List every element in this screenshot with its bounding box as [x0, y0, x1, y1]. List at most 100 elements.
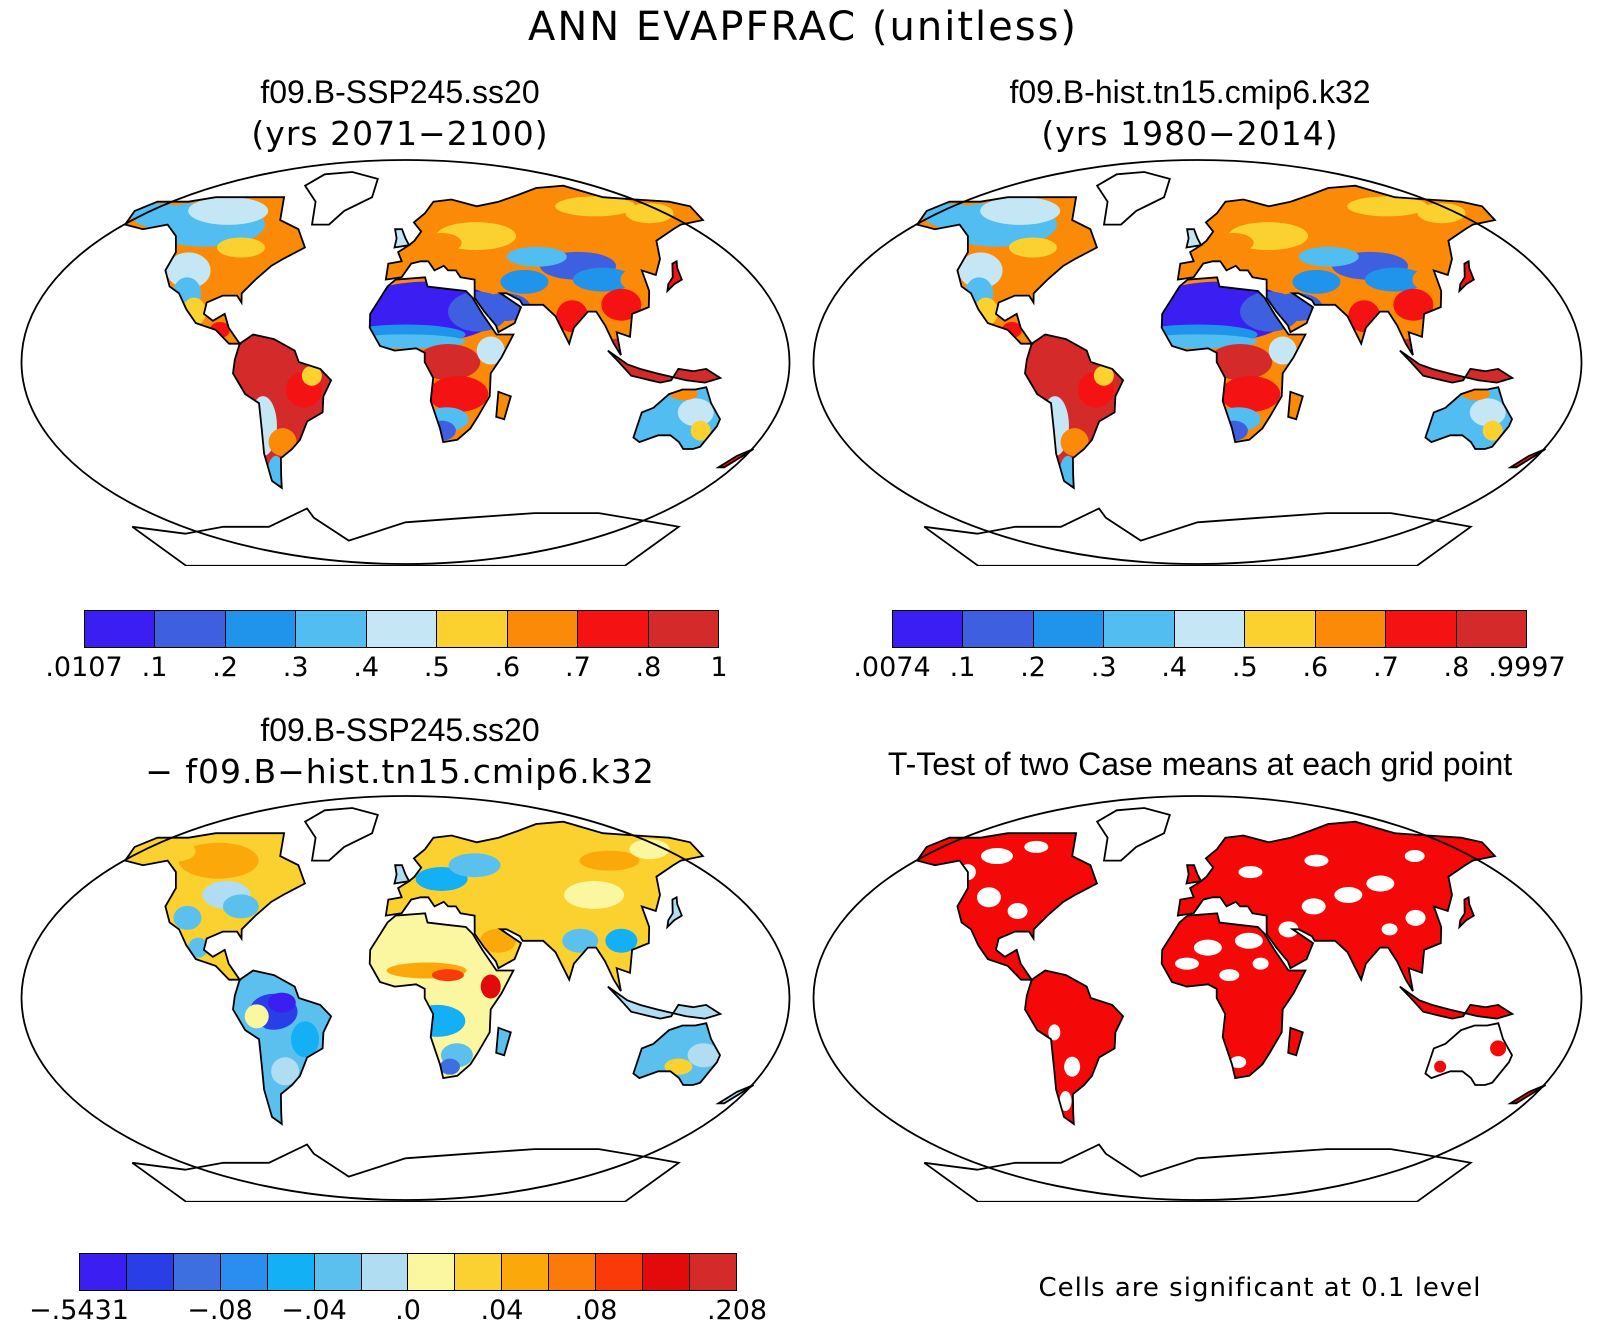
coastline-antarctica: [131, 1143, 681, 1202]
coastline-madagascar: [1287, 1026, 1304, 1057]
colorbar-swatch: [366, 611, 438, 647]
map-case2: [812, 159, 1583, 566]
field-patch: [1064, 1056, 1081, 1077]
field-patch: [421, 232, 462, 253]
colorbar-swatch: [893, 611, 964, 647]
ttest-significance-note: Cells are significant at 0.1 level: [1038, 1273, 1482, 1303]
map-frame: [20, 159, 791, 565]
coastline-new-zealand: [715, 448, 755, 469]
colorbar-tick-label: .5: [423, 652, 450, 683]
field-patch: [980, 848, 1013, 865]
coastline-new-zealand: [715, 1084, 755, 1105]
coastline-australia: [1424, 386, 1514, 450]
field-patch: [1219, 969, 1240, 982]
colorbar-swatch: [689, 1254, 736, 1290]
field-patch: [555, 196, 636, 217]
coastline-north-america: [123, 196, 307, 345]
colorbar-tick-label: .1: [141, 652, 168, 683]
coastline-north-america: [123, 832, 307, 981]
field-patch: [188, 937, 209, 958]
coastline-australia: [632, 1022, 722, 1086]
field-patch: [188, 196, 269, 225]
land-eurasia: [1177, 821, 1495, 992]
coastline-greenland: [303, 807, 379, 862]
coastline-africa: [368, 276, 515, 444]
colorbar-swatch: [1245, 611, 1316, 647]
field-patch: [1320, 215, 1421, 244]
map-frame: [20, 795, 791, 1201]
field-patch: [480, 928, 517, 953]
coastline-australia: [1424, 1022, 1514, 1086]
field-patch: [291, 1021, 320, 1058]
field-overlay: [959, 840, 1507, 1112]
colorbar-tick-label: .3: [1090, 652, 1117, 683]
field-patch: [677, 398, 714, 427]
land-greenland: [305, 808, 378, 861]
coastline-greenland: [1095, 807, 1171, 862]
colorbar-swatch: [1456, 611, 1526, 647]
coastline-africa: [1160, 912, 1307, 1080]
field-patch: [1438, 1041, 1491, 1070]
coastline-indonesia: [1399, 349, 1515, 384]
colorbar-tick-label: .7: [1372, 652, 1399, 683]
colorbar-swatch: [155, 611, 226, 647]
field-patch: [980, 196, 1061, 225]
panel-diff-subtitle: − f09.B−hist.tn15.cmip6.k32: [145, 752, 655, 791]
field-patch: [439, 1058, 460, 1075]
field-overlay: [155, 839, 720, 1086]
colorbar-swatch: [507, 611, 579, 647]
field-patch: [166, 252, 211, 289]
map-ttest: [812, 795, 1583, 1202]
land-indonesia: [1399, 350, 1513, 383]
panel-diff-title: f09.B-SSP245.ss20: [260, 712, 540, 748]
field-patch: [1482, 420, 1503, 441]
field-patch: [1030, 359, 1059, 388]
land-japan: [667, 897, 682, 927]
coastline-new-zealand: [1507, 448, 1547, 469]
coastline-antarctica: [923, 507, 1473, 566]
colorbar-tick-label: .6: [494, 652, 521, 683]
coastline-eurasia: [384, 820, 705, 992]
colorbar-swatch: [296, 611, 367, 647]
field-patch: [173, 905, 202, 930]
colorbar-swatch: [1315, 611, 1387, 647]
field-patch: [629, 839, 670, 860]
coastline-japan: [666, 895, 683, 930]
field-patch: [215, 252, 266, 289]
field-patch: [620, 269, 645, 290]
colorbar-tick-label: .04: [480, 1295, 524, 1326]
colorbar-swatch: [361, 1254, 409, 1290]
panel-case2-subtitle: (yrs 1980−2014): [1041, 114, 1339, 153]
coastline-uk: [1185, 864, 1203, 885]
field-patch: [1024, 840, 1049, 853]
field-patch: [1304, 854, 1329, 867]
colorbar-tick-label: .4: [1161, 652, 1188, 683]
colorbar-tick-label: .0107: [45, 652, 123, 683]
land-uk: [394, 865, 410, 884]
field-patch: [1008, 237, 1057, 258]
field-patch: [271, 1057, 300, 1086]
field-patch: [579, 850, 640, 871]
field-patch: [1292, 269, 1341, 294]
panel-ttest-title: T-Test of two Case means at each grid po…: [887, 746, 1513, 782]
coastline-africa: [368, 912, 515, 1080]
coastline-antarctica: [131, 507, 681, 566]
coastline-north-america: [915, 196, 1099, 345]
land-madagascar: [496, 1027, 511, 1056]
field-patch: [476, 336, 505, 365]
field-patch: [1301, 898, 1326, 915]
coastline-greenland: [1095, 171, 1171, 226]
land-japan: [1459, 897, 1474, 927]
land-indonesia: [607, 986, 721, 1019]
field-patch: [1298, 246, 1359, 267]
field-patch: [1417, 203, 1466, 224]
field-patch: [416, 344, 481, 380]
field-patch: [1364, 267, 1425, 292]
colorbar-swatch: [1033, 611, 1105, 647]
coastline-madagascar: [495, 1026, 512, 1057]
land-uk: [394, 229, 410, 248]
colorbar-tick-label: .3: [282, 652, 309, 683]
coastline-uk: [393, 228, 411, 249]
field-patch: [268, 428, 297, 457]
colorbar-tick-label: .9997: [1488, 652, 1566, 683]
